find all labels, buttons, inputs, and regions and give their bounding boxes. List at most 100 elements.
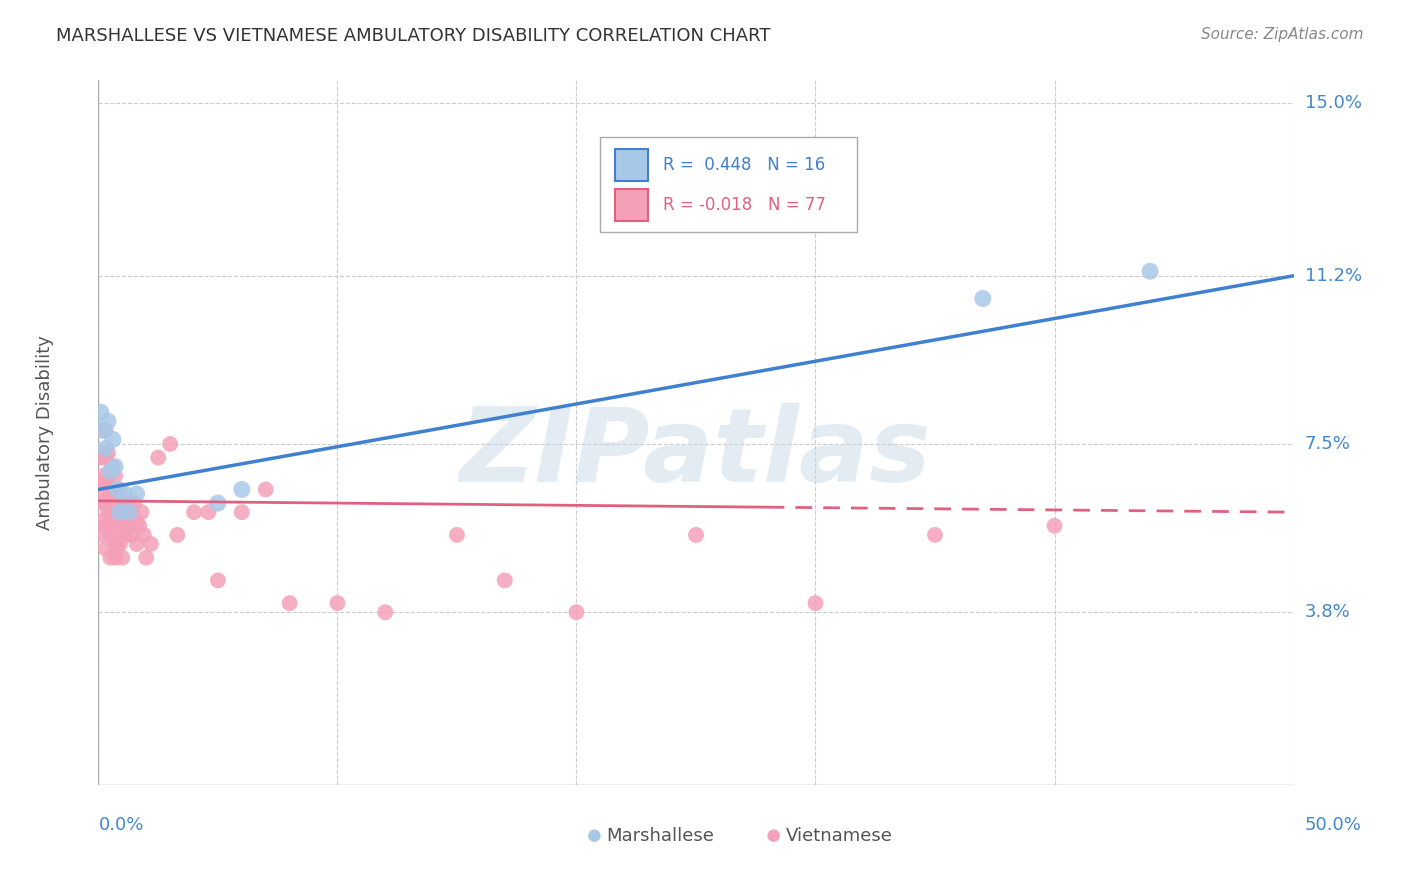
Point	[254, 483, 277, 497]
Point	[125, 537, 148, 551]
Point	[90, 405, 112, 419]
Point	[91, 423, 114, 437]
Point	[131, 505, 153, 519]
Point	[108, 483, 131, 497]
Text: R = -0.018   N = 77: R = -0.018 N = 77	[662, 196, 825, 214]
Point	[685, 528, 707, 542]
Point	[159, 437, 181, 451]
Point	[326, 596, 349, 610]
Point	[121, 528, 143, 542]
Text: R =  0.448   N = 16: R = 0.448 N = 16	[662, 156, 825, 174]
Point	[125, 487, 148, 501]
Point	[446, 528, 468, 542]
Point	[97, 505, 120, 519]
Point	[972, 292, 994, 306]
Point	[94, 442, 117, 456]
Point	[98, 550, 122, 565]
Point	[91, 528, 114, 542]
Text: 7.5%: 7.5%	[1305, 435, 1351, 453]
Point	[111, 550, 134, 565]
Point	[90, 483, 112, 497]
Point	[135, 550, 157, 565]
Point	[98, 505, 122, 519]
Point	[91, 423, 114, 437]
Point	[104, 537, 127, 551]
Point	[118, 496, 141, 510]
Point	[197, 505, 219, 519]
Point	[207, 574, 229, 588]
Point	[94, 450, 117, 465]
Point	[207, 496, 229, 510]
Point	[108, 537, 131, 551]
Point	[111, 505, 134, 519]
Point	[101, 505, 124, 519]
Point	[104, 491, 127, 506]
Point	[90, 514, 112, 528]
Point	[374, 605, 396, 619]
Point	[101, 483, 124, 497]
Point	[565, 605, 588, 619]
Point	[97, 518, 120, 533]
Text: 0.0%: 0.0%	[98, 815, 143, 833]
FancyBboxPatch shape	[600, 136, 858, 232]
Point	[94, 474, 117, 488]
Text: MARSHALLESE VS VIETNAMESE AMBULATORY DISABILITY CORRELATION CHART: MARSHALLESE VS VIETNAMESE AMBULATORY DIS…	[56, 27, 770, 45]
Text: Ambulatory Disability: Ambulatory Disability	[35, 335, 53, 530]
Point	[97, 468, 120, 483]
Point	[231, 505, 253, 519]
Point	[104, 550, 127, 565]
Text: Marshallese: Marshallese	[606, 827, 714, 845]
Point	[94, 518, 117, 533]
Point	[118, 518, 141, 533]
Point	[121, 505, 143, 519]
Point	[128, 518, 150, 533]
Point	[166, 528, 188, 542]
Point	[101, 433, 124, 447]
Point	[124, 496, 146, 510]
Point	[98, 483, 122, 497]
Point	[107, 537, 129, 551]
Bar	[614, 149, 648, 181]
Text: ZIPatlas: ZIPatlas	[460, 403, 932, 504]
Point	[125, 514, 148, 528]
Point	[104, 459, 127, 474]
Text: Vietnamese: Vietnamese	[786, 827, 893, 845]
Point	[115, 528, 138, 542]
Point	[90, 450, 112, 465]
Text: 11.2%: 11.2%	[1305, 267, 1362, 285]
Point	[111, 528, 134, 542]
Point	[114, 496, 136, 510]
Point	[94, 496, 117, 510]
Point	[132, 528, 155, 542]
Point	[494, 574, 516, 588]
Bar	[614, 189, 648, 221]
Point	[107, 483, 129, 497]
Point	[97, 446, 120, 460]
Point	[91, 496, 114, 510]
Point	[107, 496, 129, 510]
Text: 50.0%: 50.0%	[1305, 815, 1361, 833]
Point	[139, 537, 162, 551]
Point	[91, 468, 114, 483]
Point	[1043, 518, 1066, 533]
Point	[101, 459, 124, 474]
Point	[98, 464, 122, 478]
Point	[97, 414, 120, 428]
Point	[107, 505, 129, 519]
Text: 15.0%: 15.0%	[1305, 94, 1361, 112]
Point	[94, 423, 117, 437]
Text: 3.8%: 3.8%	[1305, 603, 1350, 621]
Point	[104, 514, 127, 528]
Point	[183, 505, 205, 519]
Point	[107, 514, 129, 528]
Point	[94, 541, 117, 556]
Point	[278, 596, 301, 610]
Point	[114, 487, 136, 501]
Point	[98, 528, 122, 542]
Point	[115, 505, 138, 519]
Point	[97, 491, 120, 506]
Point	[118, 505, 141, 519]
Point	[924, 528, 946, 542]
Point	[101, 528, 124, 542]
Point	[804, 596, 827, 610]
